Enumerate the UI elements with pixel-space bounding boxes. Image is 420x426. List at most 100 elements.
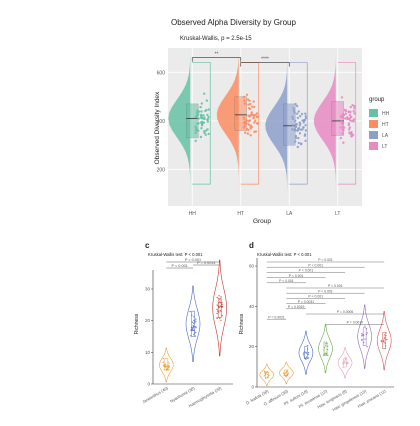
legend-label: HT: [382, 122, 389, 128]
panel-d-comparison-label: P < 0.001: [289, 274, 304, 278]
panel-c-point: [195, 331, 197, 334]
panel-c-y-label: Richness: [134, 313, 140, 334]
panel-a-point: [194, 128, 198, 131]
panel-a-point: [292, 107, 295, 110]
panel-a-point: [293, 127, 297, 131]
panel-d-comparison-label: P < 0.001: [318, 258, 333, 262]
legend-label: LT: [382, 144, 387, 150]
panel-d-point: [285, 371, 288, 373]
panel-c-point: [219, 302, 222, 304]
panel-d-point: [385, 334, 387, 337]
panel-a-point: [200, 127, 203, 130]
panel-a-point: [351, 133, 355, 136]
panel-a-point: [255, 115, 259, 119]
panel-a-point: [194, 139, 197, 143]
panel-c-point: [220, 310, 222, 312]
panel-a-y-tick-label: 400: [157, 119, 166, 125]
panel-a-point: [199, 135, 203, 139]
panel-a-point: [194, 131, 197, 135]
panel-a-point: [200, 113, 203, 117]
panel-a-point: [207, 115, 210, 119]
panel-d-point: [383, 337, 386, 340]
panel-a-point: [249, 127, 253, 130]
panel-a-point: [205, 109, 208, 112]
panel-a-point: [197, 110, 201, 113]
panel-a-point: [294, 140, 297, 143]
panel-d-point: [343, 360, 346, 362]
panel-a-point: [342, 113, 346, 117]
panel-c-point: [218, 306, 220, 309]
panel-a-point: [299, 128, 302, 131]
panel-a-point: [344, 112, 348, 115]
panel-a-point: [353, 107, 356, 110]
panel-d-point: [347, 361, 349, 363]
panel-a-point: [194, 125, 197, 129]
panel-c-point: [218, 305, 220, 307]
panel-a-point: [350, 119, 354, 123]
panel-a-point: [206, 128, 209, 131]
panel-d-point: [323, 346, 325, 349]
panel-a-point: [247, 122, 250, 126]
panel-d-point: [264, 372, 266, 374]
panel-c-point: [216, 317, 218, 319]
panel-c-comparison-label: P < 0.001: [185, 258, 201, 262]
panel-d-point: [306, 348, 309, 350]
panel-a-point: [296, 112, 299, 115]
panel-a-point: [207, 132, 210, 136]
panel-a-point: [352, 118, 356, 121]
panel-a-point: [346, 116, 349, 119]
panel-c-violin: [212, 259, 228, 357]
panel-d-point: [285, 376, 287, 378]
panel-a-point: [295, 123, 298, 126]
panel-d-y-label: Richness: [239, 313, 245, 334]
panel-c-point: [221, 303, 223, 306]
panel-a-point: [202, 121, 206, 124]
panel-a-point: [348, 131, 351, 134]
panel-d-point: [384, 345, 387, 347]
panel-a-point: [300, 112, 304, 116]
panel-d-label: d: [249, 241, 254, 250]
panel-a-point: [200, 110, 203, 113]
panel-d-point: [344, 357, 346, 360]
panel-a-point: [304, 115, 307, 118]
panel-d-violin: [279, 361, 294, 385]
panel-a-violin: [216, 57, 239, 192]
panel-a-point: [341, 122, 344, 126]
panel-d-comparison-label: P = 0.0019: [288, 305, 305, 309]
panel-a-point: [200, 102, 203, 105]
panel-a-point: [294, 134, 298, 138]
panel-a-point: [302, 119, 306, 123]
panel-d-point: [267, 376, 269, 378]
panel-a-point: [254, 113, 257, 117]
panel-a-point: [254, 119, 257, 123]
panel-c-point: [219, 317, 221, 319]
legend-title: group: [369, 97, 385, 103]
panel-c-comparison-label: P = 0.0014: [197, 261, 215, 265]
panel-d-point: [326, 342, 328, 345]
panel-d-point: [303, 354, 305, 356]
panel-c-box: [217, 298, 222, 318]
panel-d-point: [326, 345, 329, 347]
panel-a-point: [304, 139, 307, 142]
panel-c-point: [189, 310, 191, 313]
panel-a-point: [245, 93, 249, 97]
panel-a-point: [304, 112, 307, 115]
panel-c-point: [194, 332, 196, 334]
legend-swatch: [369, 109, 378, 117]
panel-a-point: [203, 116, 206, 120]
panel-d-point: [327, 354, 329, 357]
panel-d-point: [325, 353, 327, 356]
panel-a-point: [294, 119, 297, 123]
panel-c-box: [191, 310, 195, 337]
panel-a-point: [200, 116, 203, 120]
panel-d-box: [382, 332, 386, 350]
panel-a-range-outline: [337, 62, 357, 185]
panel-d-point: [361, 339, 363, 341]
panel-c-point: [166, 365, 168, 367]
panel-c-point: [218, 311, 220, 313]
panel-a-point: [242, 95, 246, 99]
panel-a-point: [349, 110, 352, 114]
panel-a-point: [347, 123, 350, 127]
panel-a-point: [339, 126, 342, 129]
panel-d-point: [263, 375, 266, 377]
